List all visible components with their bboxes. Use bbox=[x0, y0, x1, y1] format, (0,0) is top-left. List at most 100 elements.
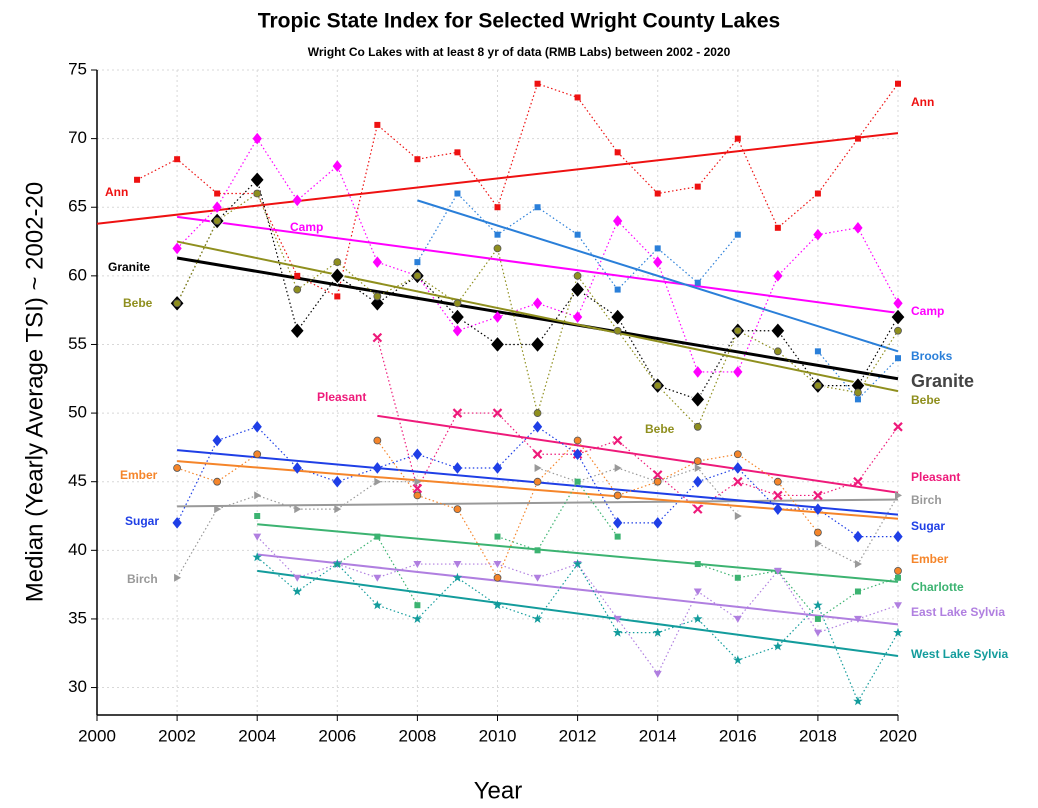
marker bbox=[813, 600, 823, 610]
series-label: Granite bbox=[911, 371, 974, 391]
marker bbox=[854, 135, 861, 142]
marker bbox=[612, 627, 623, 637]
marker bbox=[893, 627, 903, 637]
marker bbox=[613, 326, 622, 335]
marker bbox=[693, 588, 702, 596]
marker bbox=[293, 574, 302, 582]
chart-title: Tropic State Index for Selected Wright C… bbox=[258, 10, 780, 33]
marker bbox=[613, 517, 623, 529]
marker bbox=[654, 245, 661, 252]
marker bbox=[652, 627, 663, 637]
marker bbox=[453, 299, 462, 308]
marker bbox=[614, 533, 621, 540]
x-tick-label: 2004 bbox=[238, 726, 276, 745]
marker bbox=[452, 324, 463, 337]
marker bbox=[693, 366, 703, 378]
marker bbox=[369, 294, 386, 313]
marker bbox=[853, 696, 863, 706]
marker bbox=[414, 156, 421, 163]
marker bbox=[814, 539, 822, 548]
marker bbox=[653, 477, 662, 486]
x-tick-label: 2000 bbox=[78, 726, 116, 745]
y-tick-label: 75 bbox=[68, 59, 87, 78]
marker bbox=[692, 504, 703, 514]
marker bbox=[534, 80, 541, 87]
marker bbox=[574, 94, 581, 101]
marker bbox=[332, 160, 342, 172]
series-label: Ann bbox=[911, 95, 934, 109]
marker bbox=[574, 231, 581, 238]
marker bbox=[652, 470, 663, 480]
marker bbox=[493, 573, 502, 582]
marker bbox=[452, 462, 463, 474]
marker bbox=[733, 462, 743, 474]
series-label: Charlotte bbox=[911, 580, 964, 594]
marker bbox=[213, 477, 222, 486]
marker bbox=[172, 517, 182, 529]
marker bbox=[372, 256, 382, 268]
x-tick-label: 2010 bbox=[479, 726, 517, 745]
marker bbox=[533, 409, 542, 417]
marker bbox=[613, 215, 623, 227]
marker bbox=[814, 190, 821, 197]
marker bbox=[733, 326, 742, 335]
marker bbox=[814, 381, 822, 390]
marker bbox=[413, 491, 422, 500]
series-line bbox=[376, 337, 899, 510]
marker bbox=[572, 559, 583, 569]
marker bbox=[253, 189, 262, 198]
x-tick-label: 2002 bbox=[158, 726, 196, 745]
marker bbox=[773, 567, 782, 575]
marker bbox=[374, 477, 382, 486]
marker bbox=[254, 491, 262, 500]
marker bbox=[534, 204, 541, 211]
marker bbox=[374, 533, 381, 540]
marker bbox=[414, 259, 421, 266]
series-label: Granite bbox=[108, 260, 150, 274]
series-label: Pleasant bbox=[317, 390, 366, 404]
x-tick-label: 2008 bbox=[398, 726, 436, 745]
marker bbox=[895, 491, 902, 500]
marker bbox=[893, 422, 903, 432]
marker bbox=[533, 477, 542, 486]
marker bbox=[414, 602, 421, 609]
y-tick-label: 70 bbox=[68, 128, 87, 147]
marker bbox=[292, 586, 302, 596]
marker bbox=[609, 308, 626, 326]
marker bbox=[690, 390, 706, 409]
x-tick-label: 2006 bbox=[318, 726, 356, 745]
marker bbox=[894, 567, 902, 575]
marker bbox=[694, 561, 701, 568]
marker bbox=[894, 326, 902, 335]
trend-line bbox=[176, 215, 899, 314]
grid bbox=[91, 69, 899, 721]
y-tick-label: 30 bbox=[68, 677, 87, 696]
marker bbox=[770, 321, 786, 340]
marker bbox=[813, 629, 822, 637]
marker bbox=[332, 559, 343, 569]
marker bbox=[253, 450, 262, 459]
marker bbox=[813, 490, 823, 501]
y-tick-label: 35 bbox=[68, 608, 87, 627]
marker bbox=[373, 436, 382, 445]
series-label: Ember bbox=[911, 552, 949, 566]
marker bbox=[814, 348, 821, 355]
marker bbox=[853, 222, 863, 234]
marker bbox=[532, 449, 543, 460]
series-label: Birch bbox=[911, 493, 942, 507]
marker bbox=[733, 476, 743, 487]
marker bbox=[372, 600, 383, 610]
marker bbox=[493, 561, 502, 569]
marker bbox=[853, 476, 863, 487]
marker bbox=[134, 176, 141, 183]
trend-line bbox=[176, 240, 899, 393]
trend-line bbox=[96, 132, 899, 225]
x-tick-label: 2016 bbox=[719, 726, 757, 745]
marker bbox=[172, 242, 182, 255]
series-label: East Lake Sylvia bbox=[911, 605, 1005, 619]
marker bbox=[212, 434, 222, 447]
marker bbox=[813, 228, 823, 241]
y-tick-label: 40 bbox=[68, 540, 87, 559]
marker bbox=[454, 190, 461, 197]
